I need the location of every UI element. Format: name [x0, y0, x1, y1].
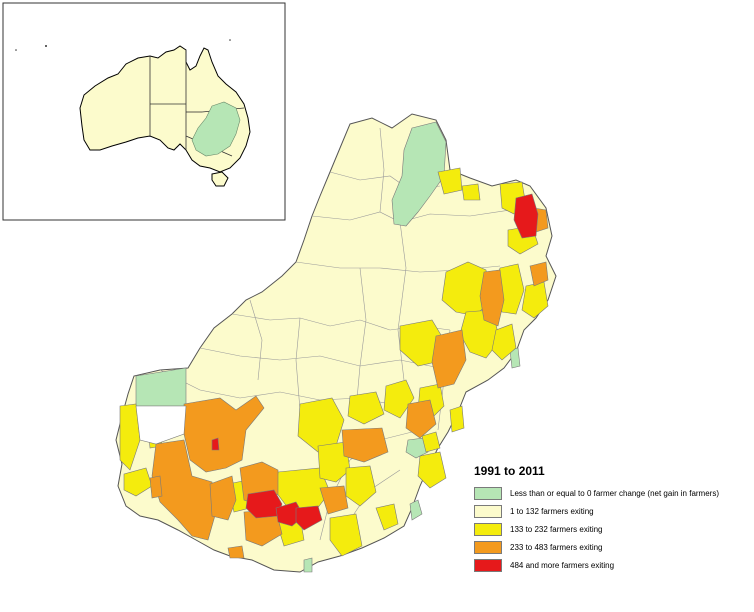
legend-item: 484 and more farmers exiting	[474, 557, 752, 573]
island-dot	[45, 45, 47, 47]
basin-highlight	[191, 101, 241, 157]
legend-label: 484 and more farmers exiting	[510, 560, 615, 570]
tasmania	[211, 171, 229, 187]
legend-swatch	[474, 540, 502, 554]
legend-swatch	[474, 486, 502, 500]
legend-label: 233 to 483 farmers exiting	[510, 542, 603, 552]
island-dot	[15, 49, 17, 51]
legend-swatch	[474, 522, 502, 536]
orange-regions	[149, 207, 549, 559]
legend-label: Less than or equal to 0 farmer change (n…	[510, 488, 719, 498]
legend-item: 1 to 132 farmers exiting	[474, 503, 752, 519]
island-dot	[229, 39, 231, 41]
legend-title: 1991 to 2011	[474, 464, 545, 478]
legend-swatch	[474, 504, 502, 518]
legend-label: 133 to 232 farmers exiting	[510, 524, 603, 534]
legend-swatch	[474, 558, 502, 572]
legend-item: Less than or equal to 0 farmer change (n…	[474, 485, 752, 501]
legend-item: 133 to 232 farmers exiting	[474, 521, 752, 537]
legend-label: 1 to 132 farmers exiting	[510, 506, 594, 516]
legend-item: 233 to 483 farmers exiting	[474, 539, 752, 555]
green-regions	[135, 121, 521, 573]
legend: 1991 to 2011 Less than or equal to 0 far…	[474, 464, 752, 575]
red-regions	[211, 193, 539, 531]
white-region	[135, 405, 187, 445]
